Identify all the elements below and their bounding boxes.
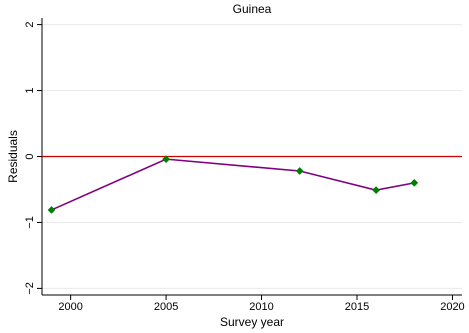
series-line-0 [51, 158, 415, 211]
x-tick-label: 2020 [440, 301, 464, 313]
series [47, 155, 419, 214]
grid [42, 24, 462, 289]
ticks: 2000 2005 2010 2015 2020 −2 −1 0 1 2 [24, 22, 465, 313]
x-tick-label: 2005 [154, 301, 178, 313]
x-tick-label: 2015 [345, 301, 369, 313]
y-tick-label: 2 [24, 22, 36, 28]
y-tick-label: 0 [24, 153, 36, 159]
data-point-2 [295, 167, 304, 175]
data-point-0 [47, 205, 56, 214]
x-tick-label: 2000 [58, 301, 82, 313]
data-point-3 [372, 186, 381, 195]
y-axis-title: Residuals [6, 130, 20, 183]
x-tick-label: 2010 [249, 301, 273, 313]
y-tick-label: −1 [24, 216, 36, 229]
x-axis-title: Survey year [220, 315, 284, 329]
data-point-4 [410, 178, 419, 187]
y-tick-label: −2 [24, 282, 36, 295]
chart-title: Guinea [233, 2, 272, 16]
y-tick-label: 1 [24, 87, 36, 93]
data-point-1 [162, 155, 171, 164]
